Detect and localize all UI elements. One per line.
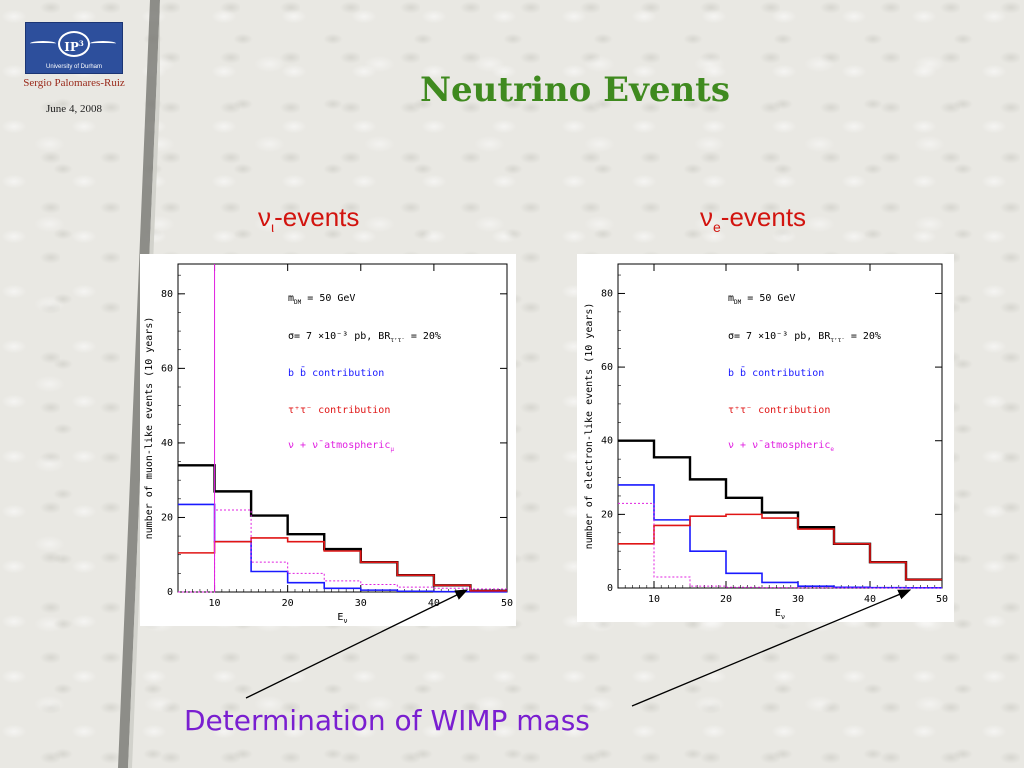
sidebar-divider: [118, 0, 160, 768]
legend-mass: mDM = 50 GeV: [288, 293, 355, 306]
y-tick-label: 80: [601, 288, 613, 299]
x-tick-label: 10: [209, 598, 221, 609]
legend-tautau: τ⁺τ⁻ contribution: [728, 405, 830, 416]
right-heading-text: -events: [720, 202, 807, 232]
y-tick-label: 0: [167, 587, 173, 598]
sidebar: IP3 University of Durham Sergio Palomare…: [0, 0, 160, 768]
y-tick-label: 40: [601, 436, 613, 447]
x-tick-label: 30: [792, 594, 804, 605]
ip3-mark: IP3: [58, 31, 90, 57]
left-heading-sub: ι: [271, 219, 275, 236]
muon-events-chart-panel: 10 20 30 40 50 0 20 40 60 80 Eν number of muon-like…: [140, 254, 516, 626]
y-axis-label: number of electron-like events (10 years…: [584, 303, 595, 550]
logo-caption: University of Durham: [45, 64, 102, 70]
x-tick-label: 50: [501, 598, 513, 609]
x-tick-label: 40: [864, 594, 876, 605]
y-tick-label: 80: [161, 289, 173, 300]
y-tick-label: 60: [601, 362, 613, 373]
presentation-date: June 4, 2008: [46, 103, 102, 115]
y-tick-label: 20: [161, 512, 173, 523]
muon-events-chart: 10 20 30 40 50 0 20 40 60 80 Eν number of muon-like…: [144, 263, 513, 625]
left-heading: νι-events: [258, 202, 359, 235]
right-heading: νe-events: [700, 202, 806, 235]
legend-bb: b b̄ contribution: [288, 366, 384, 379]
y-tick-label: 20: [601, 509, 613, 520]
right-heading-symbol: ν: [700, 202, 713, 232]
plot-frame: [177, 263, 508, 593]
wimp-mass-caption: Determination of WIMP mass: [184, 704, 590, 737]
y-tick-label: 0: [607, 583, 613, 594]
x-tick-label: 30: [355, 598, 367, 609]
electron-events-chart-panel: 10 20 30 40 50 0 20 40 60 80 Eν number of electron-…: [577, 254, 954, 622]
y-tick-label: 60: [161, 363, 173, 374]
x-axis-label: Eν: [337, 612, 347, 625]
series-tautau: [178, 537, 507, 592]
wave-right-icon: [90, 41, 116, 46]
legend-mass: mDM = 50 GeV: [728, 293, 795, 306]
series-bb: [618, 484, 942, 589]
x-axis-label: Eν: [775, 608, 785, 621]
ip3-logo: IP3 University of Durham: [25, 22, 123, 74]
legend-bb: b b̄ contribution: [728, 366, 824, 379]
left-heading-text: -events: [274, 202, 360, 232]
legend-cross-section: σ= 7 ×10⁻³ pb, BRτ⁺τ⁻ = 20%: [288, 331, 441, 344]
x-tick-label: 20: [282, 598, 294, 609]
slide-title: Neutrino Events: [419, 70, 731, 110]
legend-cross-section: σ= 7 ×10⁻³ pb, BRτ⁺τ⁻ = 20%: [728, 331, 881, 344]
author-name: Sergio Palomares-Ruiz: [23, 77, 125, 89]
x-tick-label: 10: [648, 594, 660, 605]
y-tick-label: 40: [161, 438, 173, 449]
legend-atmospheric: ν + ν̄ atmosphericμ: [288, 440, 394, 453]
series-atmospheric: [178, 509, 507, 593]
electron-events-chart: 10 20 30 40 50 0 20 40 60 80 Eν number of electron-…: [584, 263, 948, 621]
series-total: [178, 464, 507, 593]
x-tick-label: 20: [720, 594, 732, 605]
x-tick-label: 50: [936, 594, 948, 605]
legend-atmospheric: ν + ν̄ atmospherice: [728, 440, 834, 453]
wave-left-icon: [30, 41, 56, 46]
y-axis-label: number of muon-like events (10 years): [144, 317, 155, 540]
left-heading-symbol: ν: [258, 202, 271, 232]
right-heading-sub: e: [713, 219, 721, 236]
legend-tautau: τ⁺τ⁻ contribution: [288, 405, 390, 416]
series-total: [618, 439, 942, 581]
series-tautau: [618, 513, 942, 581]
x-tick-label: 40: [428, 598, 440, 609]
plot-frame: [617, 263, 943, 589]
series-atmospheric: [618, 502, 942, 589]
